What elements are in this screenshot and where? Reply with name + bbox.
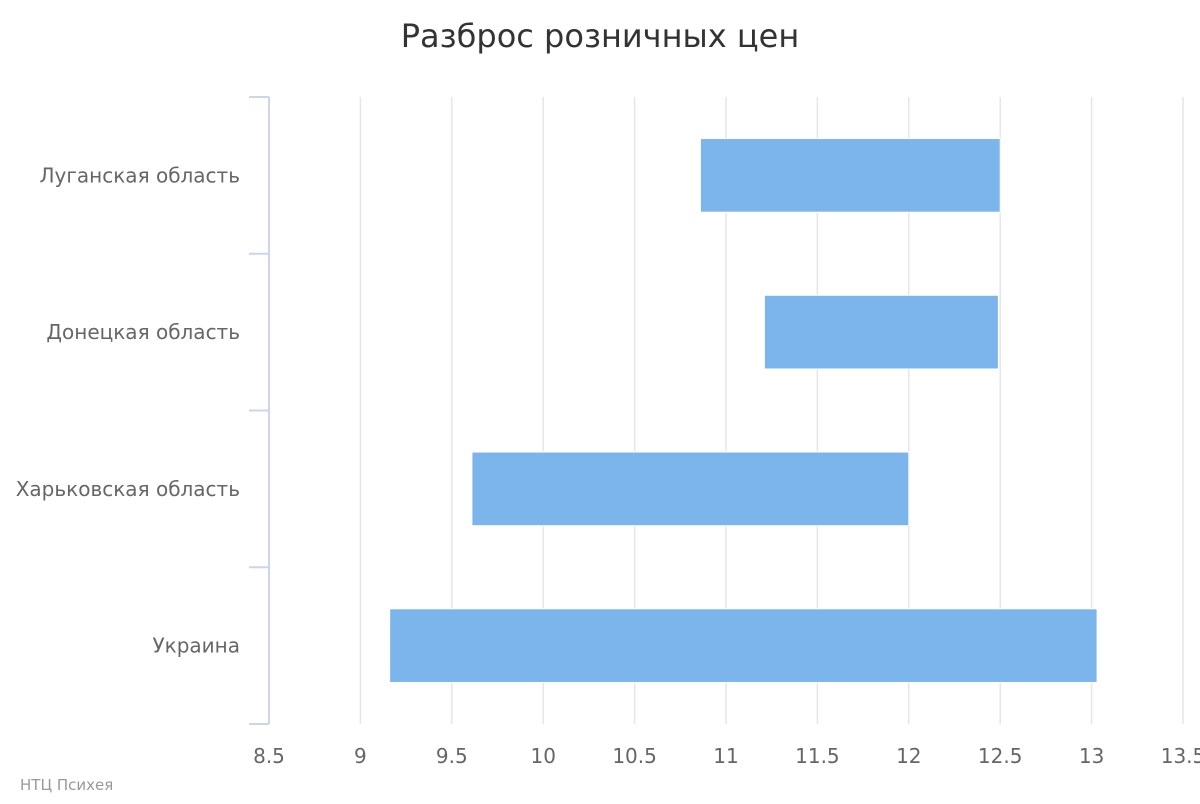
category-label: Украина: [152, 634, 240, 658]
credits-label[interactable]: НТЦ Психея: [20, 776, 113, 794]
range-bar[interactable]: [389, 608, 1098, 683]
range-bar[interactable]: [763, 294, 999, 370]
x-tick-label: 10: [530, 744, 555, 768]
x-tick-label: 13: [1079, 744, 1104, 768]
range-bar[interactable]: [699, 138, 1001, 213]
category-label: Донецкая область: [46, 320, 240, 344]
category-label: Луганская область: [40, 163, 240, 187]
x-tick-label: 9.5: [436, 744, 468, 768]
x-tick-label: 11: [713, 744, 738, 768]
value-axis-labels: 8.5 9 9.5 10 10.5 11 11.5 12 12.5 13 13.5: [253, 744, 1200, 768]
x-tick-label: 13.5: [1161, 744, 1200, 768]
x-tick-label: 12.5: [978, 744, 1023, 768]
chart-title: Разброс розничных цен: [401, 17, 800, 55]
x-tick-label: 10.5: [612, 744, 657, 768]
range-bar[interactable]: [471, 451, 910, 527]
category-axis: [249, 96, 270, 725]
x-tick-label: 12: [896, 744, 921, 768]
x-tick-label: 8.5: [253, 744, 285, 768]
bars: [389, 138, 1098, 683]
x-tick-label: 9: [354, 744, 367, 768]
category-labels: Луганская область Донецкая область Харьков…: [16, 163, 240, 657]
category-label: Харьковская область: [16, 477, 240, 501]
x-tick-label: 11.5: [795, 744, 840, 768]
